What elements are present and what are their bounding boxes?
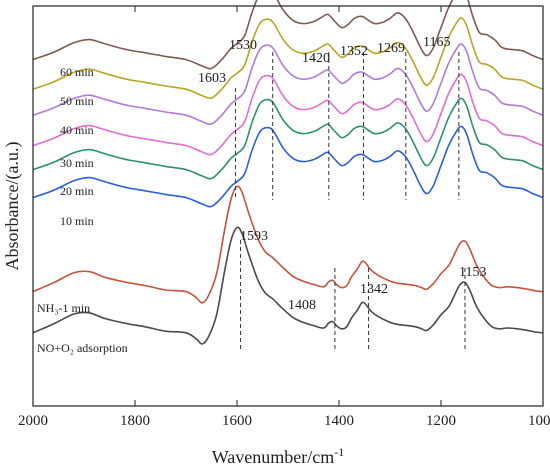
y-axis-title: Absorbance/(a.u.) — [2, 142, 23, 271]
peak-label-1342: 1342 — [360, 282, 388, 297]
peak-dashed-markers — [234, 52, 466, 352]
x-tick-label-1000: 1000 — [528, 413, 550, 429]
series-label-10min: 10 min — [60, 214, 94, 228]
series-label-30min: 30 min — [60, 156, 94, 170]
series-line-1 — [32, 17, 544, 100]
peak-label-1530: 1530 — [229, 38, 257, 53]
peak-label-1269: 1269 — [377, 41, 405, 56]
x-axis-title: Wavenumber/cm-1 — [212, 445, 345, 467]
series-label-20min: 20 min — [60, 184, 94, 198]
series-line-2 — [32, 43, 544, 126]
plot-frame — [32, 5, 544, 407]
peak-label-1153: 1153 — [459, 265, 486, 280]
series-label-50min: 50 min — [60, 94, 94, 108]
peak-label-1352: 1352 — [340, 44, 368, 59]
peak-label-1420: 1420 — [302, 51, 330, 66]
series-line-5 — [32, 125, 544, 208]
series-label-no-o2: NO+O₂ adsorption — [37, 341, 128, 355]
x-tick-label-2000: 2000 — [18, 413, 48, 429]
peak-label-1603: 1603 — [198, 71, 226, 86]
x-tick-label-1400: 1400 — [324, 413, 354, 429]
peak-label-1593: 1593 — [240, 229, 268, 244]
series-line-7 — [32, 226, 544, 345]
peak-label-1165: 1165 — [423, 35, 450, 50]
series-line-3 — [32, 73, 544, 156]
x-axis-ticks: 2000 1800 1600 1400 1200 1000 — [18, 6, 550, 429]
x-tick-label-1200: 1200 — [426, 413, 456, 429]
x-axis-title-main: Wavenumber/cm — [212, 447, 335, 467]
x-tick-label-1600: 1600 — [222, 413, 252, 429]
series-label-40min: 40 min — [60, 123, 94, 137]
spectra-curves — [32, 0, 544, 345]
series-line-4 — [32, 97, 544, 180]
series-label-nh3: NH₃-1 min — [37, 301, 90, 315]
peak-label-1408: 1408 — [288, 298, 316, 313]
series-line-0 — [32, 0, 544, 70]
series-line-6 — [32, 185, 544, 304]
x-tick-label-1800: 1800 — [120, 413, 150, 429]
x-axis-title-superscript: -1 — [334, 445, 344, 459]
series-label-60min: 60 min — [60, 65, 94, 79]
